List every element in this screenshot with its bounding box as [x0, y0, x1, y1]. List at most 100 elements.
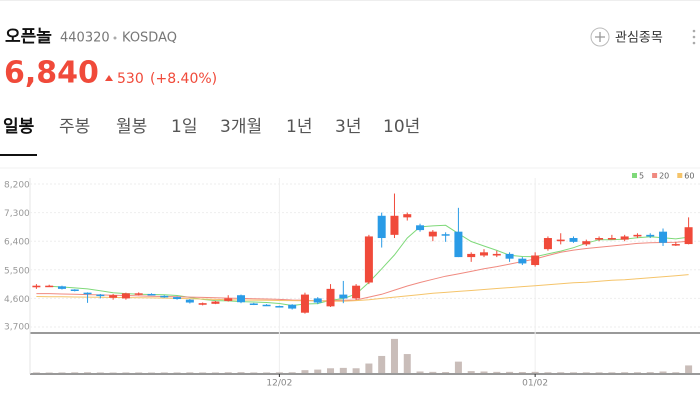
dot: [692, 29, 696, 33]
volume-bar: [365, 363, 373, 373]
volume-bar: [122, 372, 130, 373]
volume-bar: [173, 372, 181, 373]
period-tab[interactable]: 1년: [286, 117, 312, 137]
candle-body: [326, 288, 335, 307]
candle-body: [83, 292, 92, 295]
y-tick-label: 7,300: [4, 209, 30, 219]
volume-bar: [570, 372, 578, 373]
volume-bar: [403, 354, 411, 373]
volume-bar: [199, 372, 207, 373]
candle-body: [288, 304, 297, 309]
candle-body: [173, 297, 182, 300]
x-tick-label: 12/02: [266, 379, 292, 389]
watch-label[interactable]: 관심종목: [615, 31, 663, 46]
dot: [692, 35, 696, 39]
candle-body: [556, 239, 565, 242]
volume-bar: [71, 372, 79, 373]
price-change-pct: (+8.40%): [150, 71, 217, 87]
candle-body: [454, 231, 463, 258]
volume-bar: [557, 372, 565, 373]
price-change: 530: [117, 71, 144, 87]
stock-name: 오픈놀: [5, 27, 52, 47]
plus-icon: [595, 32, 605, 42]
candle-body: [543, 238, 552, 250]
volume-bar: [135, 372, 143, 373]
market-name: KOSDAQ: [122, 31, 177, 46]
candle-body: [57, 286, 66, 289]
candle-body: [70, 289, 79, 292]
volume-bar: [250, 372, 258, 373]
period-tab[interactable]: 일봉: [3, 117, 35, 137]
volume-bar: [582, 372, 590, 373]
candle-body: [32, 285, 41, 288]
volume-bar: [352, 368, 360, 373]
volume-bar: [211, 372, 219, 373]
candle-body: [671, 244, 680, 246]
volume-bar: [608, 372, 616, 373]
candle-body: [569, 238, 578, 242]
volume-bar: [160, 372, 168, 373]
period-tab[interactable]: 1일: [171, 117, 197, 137]
candle-body: [237, 295, 246, 303]
dot: [692, 41, 696, 45]
volume-bar: [659, 371, 667, 373]
candle-body: [147, 293, 156, 296]
current-price: 6,840: [4, 56, 99, 91]
candle-body: [390, 215, 399, 235]
volume-bar: [646, 372, 654, 373]
candle-body: [185, 299, 194, 303]
volume-bar: [96, 372, 104, 373]
volume-bar: [58, 372, 66, 373]
candle-body: [659, 231, 668, 243]
period-tab[interactable]: 3년: [335, 117, 361, 137]
candle-body: [531, 255, 540, 266]
candle-body: [684, 227, 693, 245]
volume-bar: [633, 372, 641, 373]
volume-bar: [32, 372, 40, 373]
volume-bar: [327, 368, 335, 373]
candle-chart: 3,700 4,600 5,500 6,400 7,300 8,200 12/02 01/02…: [0, 167, 700, 389]
candle-body: [249, 303, 258, 305]
period-tab[interactable]: 3개월: [220, 117, 262, 137]
volume-bar: [621, 372, 629, 373]
candle-body: [518, 258, 527, 264]
volume-bar: [288, 372, 296, 373]
candle-body: [441, 234, 450, 236]
period-tab[interactable]: 주봉: [59, 117, 90, 137]
watch-button[interactable]: 관심종목: [590, 27, 663, 47]
volume-bar: [429, 371, 437, 373]
y-tick-label: 6,400: [4, 238, 30, 248]
y-tick-label: 8,200: [4, 181, 30, 191]
legend-swatch: [652, 173, 658, 178]
candle-body: [646, 234, 655, 237]
volume-bar: [685, 365, 693, 373]
more-menu[interactable]: [692, 29, 696, 45]
legend-swatch: [677, 173, 683, 178]
candle-body: [45, 285, 54, 288]
legend-label: 60: [684, 172, 694, 181]
candle-body: [109, 295, 118, 298]
candle-body: [134, 293, 143, 295]
period-tab[interactable]: 10년: [383, 117, 420, 137]
volume-bar: [314, 369, 322, 373]
volume-bar: [378, 355, 386, 373]
volume-bar: [518, 372, 526, 373]
volume-bar: [595, 372, 603, 373]
volume-bar: [275, 372, 283, 373]
volume-bar: [467, 371, 475, 373]
candle-body: [300, 294, 309, 313]
volume-bar: [493, 371, 501, 373]
y-tick-label: 4,600: [4, 295, 30, 305]
candle-body: [607, 238, 616, 240]
x-tick-label: 01/02: [522, 379, 548, 389]
candle-body: [275, 306, 284, 308]
volume-bar: [454, 361, 462, 373]
candle-body: [428, 231, 437, 237]
y-tick-label: 3,700: [4, 323, 30, 333]
volume-bar: [186, 372, 194, 373]
volume-bar: [84, 372, 92, 373]
volume-bar: [506, 371, 514, 373]
period-tab[interactable]: 월봉: [116, 117, 147, 137]
candle-body: [479, 252, 488, 256]
